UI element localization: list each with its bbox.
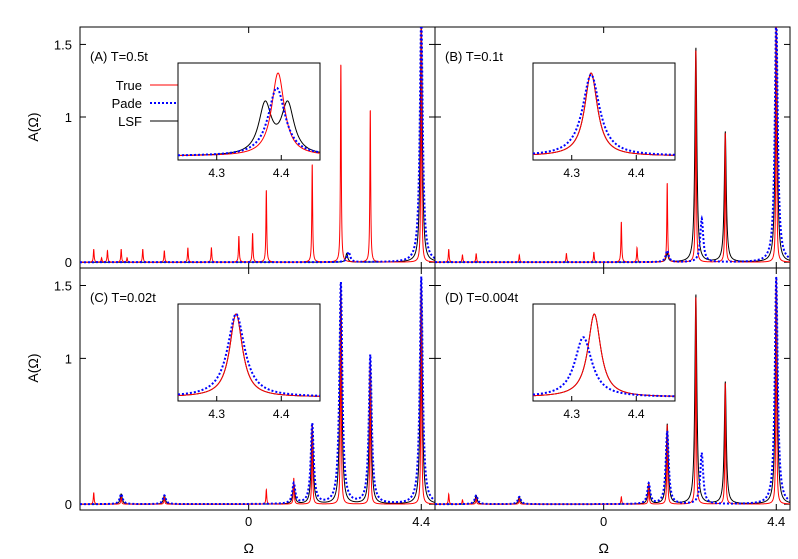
panel-d: 0 4.4 (D) T=0.004t 4.3 4.4 (434, 267, 791, 529)
panel-label: (C) T=0.02t (90, 290, 156, 305)
inset-pade-line (178, 312, 320, 397)
inset-x-tick-label: 4.3 (563, 166, 580, 180)
inset: 4.3 4.4 (177, 62, 321, 180)
inset-x-tick-label: 4.3 (208, 407, 225, 421)
inset-pade-line (533, 336, 675, 398)
legend-label-pade: Pade (112, 96, 142, 111)
inset-curves (178, 312, 320, 397)
panel-label: (A) T=0.5t (90, 49, 148, 64)
inset-true-line (178, 72, 320, 157)
y-tick-label: 1.5 (54, 37, 72, 52)
curves (80, 27, 435, 264)
inset-curves (178, 72, 320, 157)
inset-frame (532, 62, 676, 161)
y-tick-label: 1 (65, 351, 72, 366)
inset-x-tick-label: 4.3 (208, 166, 225, 180)
x-axis-title: Ω (598, 540, 608, 556)
x-tick-label: 0 (600, 514, 607, 529)
x-tick-label: 4.4 (412, 514, 430, 529)
pade-line (435, 27, 790, 264)
legend: True Pade LSF (112, 78, 188, 129)
inset-x-tick-label: 4.3 (563, 407, 580, 421)
inset-x-tick-label: 4.4 (628, 407, 645, 421)
inset-pade-line (178, 86, 320, 157)
inset-curves (533, 72, 675, 156)
y-axis-title: A(Ω) (25, 112, 41, 141)
x-tick-label: 0 (245, 514, 252, 529)
curves (435, 27, 790, 264)
y-tick-label: 1 (65, 110, 72, 125)
inset-frame (177, 303, 321, 402)
y-axis-title: A(Ω) (25, 353, 41, 382)
panel-a: 0 1 1.5 (A) T=0.5t True Pade LSF 4.3 4.4 (54, 26, 436, 270)
inset: 4.3 4.4 (177, 303, 321, 421)
y-tick-label: 0 (65, 497, 72, 512)
panel-c: 0 1 1.5 0 4.4 (C) T=0.02t 4.3 4.4 (54, 267, 436, 529)
true-line (80, 278, 435, 505)
x-tick-label: 4.4 (767, 514, 785, 529)
inset-curves (533, 313, 675, 398)
inset-true-line (533, 313, 675, 397)
curves (80, 276, 435, 506)
inset-true-line (533, 72, 675, 156)
y-tick-label: 1.5 (54, 278, 72, 293)
pade-line (80, 27, 435, 264)
inset-pade-line (533, 73, 675, 156)
panel-frame (434, 267, 791, 511)
inset: 4.3 4.4 (532, 62, 676, 180)
panel-label: (B) T=0.1t (445, 49, 503, 64)
inset-x-tick-label: 4.4 (273, 407, 290, 421)
inset-frame (532, 303, 676, 402)
inset: 4.3 4.4 (532, 303, 676, 421)
x-axis-title: Ω (243, 540, 253, 556)
inset-true-line (178, 313, 320, 397)
panel-label: (D) T=0.004t (445, 290, 518, 305)
inset-x-tick-label: 4.4 (628, 166, 645, 180)
y-tick-label: 0 (65, 255, 72, 270)
legend-label-true: True (116, 78, 142, 93)
pade-line (80, 276, 435, 506)
pade-line (435, 276, 790, 506)
inset-x-tick-label: 4.4 (273, 166, 290, 180)
panel-b: (B) T=0.1t 4.3 4.4 (434, 26, 791, 269)
legend-label-lsf: LSF (118, 114, 142, 129)
curves (435, 276, 790, 506)
